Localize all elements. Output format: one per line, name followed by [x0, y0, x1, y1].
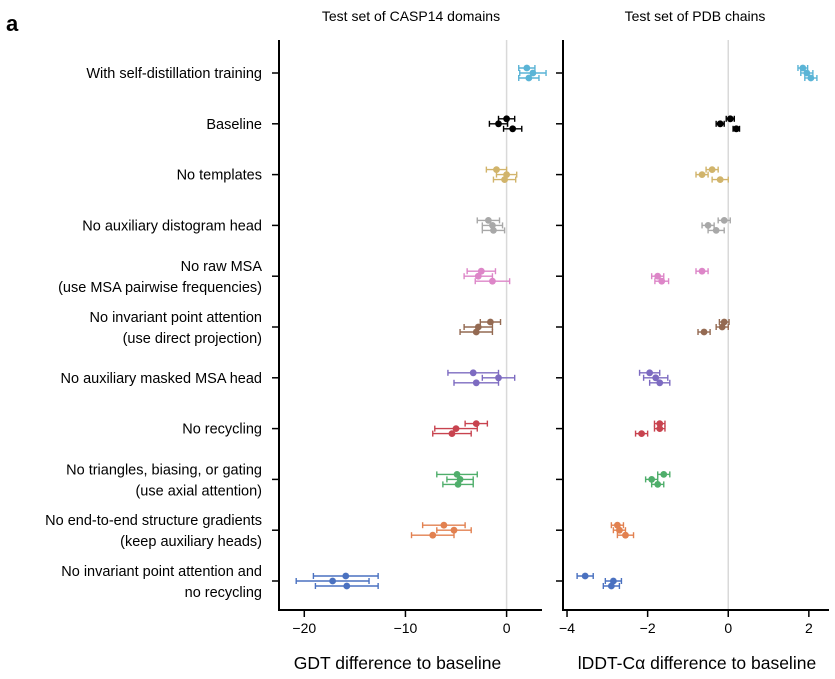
data-point: [454, 481, 462, 488]
category-label: No recycling: [182, 422, 262, 438]
category-label: No triangles, biasing, or gating: [66, 462, 262, 478]
data-point: [474, 272, 482, 280]
category-labels: With self-distillation training Baseline N…: [45, 66, 262, 601]
data-point: [716, 120, 724, 128]
x-tick-label: −4: [559, 620, 575, 636]
data-point: [489, 277, 496, 285]
category-label: No auxiliary masked MSA head: [61, 371, 263, 387]
x-tick-label: −20: [292, 620, 316, 636]
data-point: [495, 120, 502, 128]
data-point: [343, 582, 351, 590]
data-point: [525, 74, 533, 82]
data-point: [501, 176, 508, 184]
data-point: [581, 572, 589, 580]
data-point: [652, 374, 660, 382]
panel-casp14: Test set of CASP14 domains −20 −10 0 GDT dif…: [272, 8, 547, 673]
data-point: [648, 476, 656, 483]
data-point: [450, 526, 458, 534]
data-point: [503, 115, 510, 123]
data-point: [472, 328, 480, 336]
data-point: [490, 227, 497, 234]
category-label: No templates: [177, 168, 262, 184]
data-point: [616, 526, 623, 534]
data-point: [448, 430, 456, 437]
data-point: [342, 572, 350, 580]
category-label: no recycling: [185, 585, 262, 601]
data-point: [654, 272, 662, 280]
category-label: (keep auxiliary heads): [120, 534, 262, 550]
category-label: No end-to-end structure gradients: [45, 513, 262, 529]
data-point: [799, 64, 807, 72]
data-point: [656, 420, 664, 427]
x-tick-label: 2: [805, 620, 813, 636]
data-point: [429, 531, 437, 539]
panel-title: Test set of CASP14 domains: [322, 8, 500, 24]
data-point: [523, 64, 531, 72]
data-point: [622, 531, 629, 539]
data-point: [509, 125, 517, 133]
category-label: No invariant point attention: [90, 310, 263, 326]
data-point: [656, 379, 664, 387]
data-point: [452, 425, 460, 432]
data-point: [472, 420, 480, 427]
data-point: [704, 222, 712, 229]
x-tick-label: −2: [640, 620, 656, 636]
data-point: [698, 171, 706, 179]
data-point: [453, 471, 461, 478]
data-point: [807, 74, 815, 82]
x-tick-label: −10: [394, 620, 418, 636]
panel-letter: a: [6, 11, 19, 36]
data-point: [607, 582, 615, 590]
data-point: [329, 577, 337, 585]
data-point: [726, 115, 734, 123]
data-point: [472, 379, 480, 387]
data-point: [732, 125, 740, 133]
data-point: [495, 374, 502, 382]
data-point: [487, 318, 494, 326]
data-point: [718, 323, 726, 331]
data-point: [708, 166, 716, 174]
data-point: [440, 521, 448, 529]
x-axis-label: GDT difference to baseline: [294, 653, 502, 673]
data-point: [660, 471, 668, 478]
data-point: [716, 176, 724, 184]
category-label: (use MSA pairwise frequencies): [58, 280, 262, 296]
data-point: [700, 328, 708, 336]
category-label: Baseline: [206, 117, 262, 133]
data-point: [654, 481, 662, 488]
data-point: [477, 267, 485, 275]
category-label: With self-distillation training: [86, 66, 262, 82]
data-point: [698, 267, 706, 275]
category-label: (use direct projection): [123, 331, 262, 347]
x-axis-label: lDDT-Cα difference to baseline: [578, 653, 816, 673]
data-point: [638, 430, 645, 437]
category-label: No invariant point attention and: [61, 564, 262, 580]
panel-title: Test set of PDB chains: [625, 8, 766, 24]
data-point: [646, 369, 654, 377]
category-label: (use axial attention): [135, 483, 262, 499]
category-label: No raw MSA: [181, 259, 263, 275]
x-tick-label: 0: [724, 620, 732, 636]
data-point: [484, 217, 492, 224]
panel-pdb: Test set of PDB chains −4 −2 0 2 lDDT-Cα diff…: [556, 8, 829, 673]
data-point: [658, 277, 666, 285]
data-point: [656, 425, 664, 432]
data-point: [493, 166, 500, 174]
data-point: [712, 227, 720, 234]
category-label: No auxiliary distogram head: [82, 218, 262, 234]
data-point: [803, 69, 811, 77]
data-point: [469, 369, 477, 377]
data-point: [720, 217, 728, 224]
data-point: [529, 69, 537, 77]
x-tick-label: 0: [503, 620, 511, 636]
